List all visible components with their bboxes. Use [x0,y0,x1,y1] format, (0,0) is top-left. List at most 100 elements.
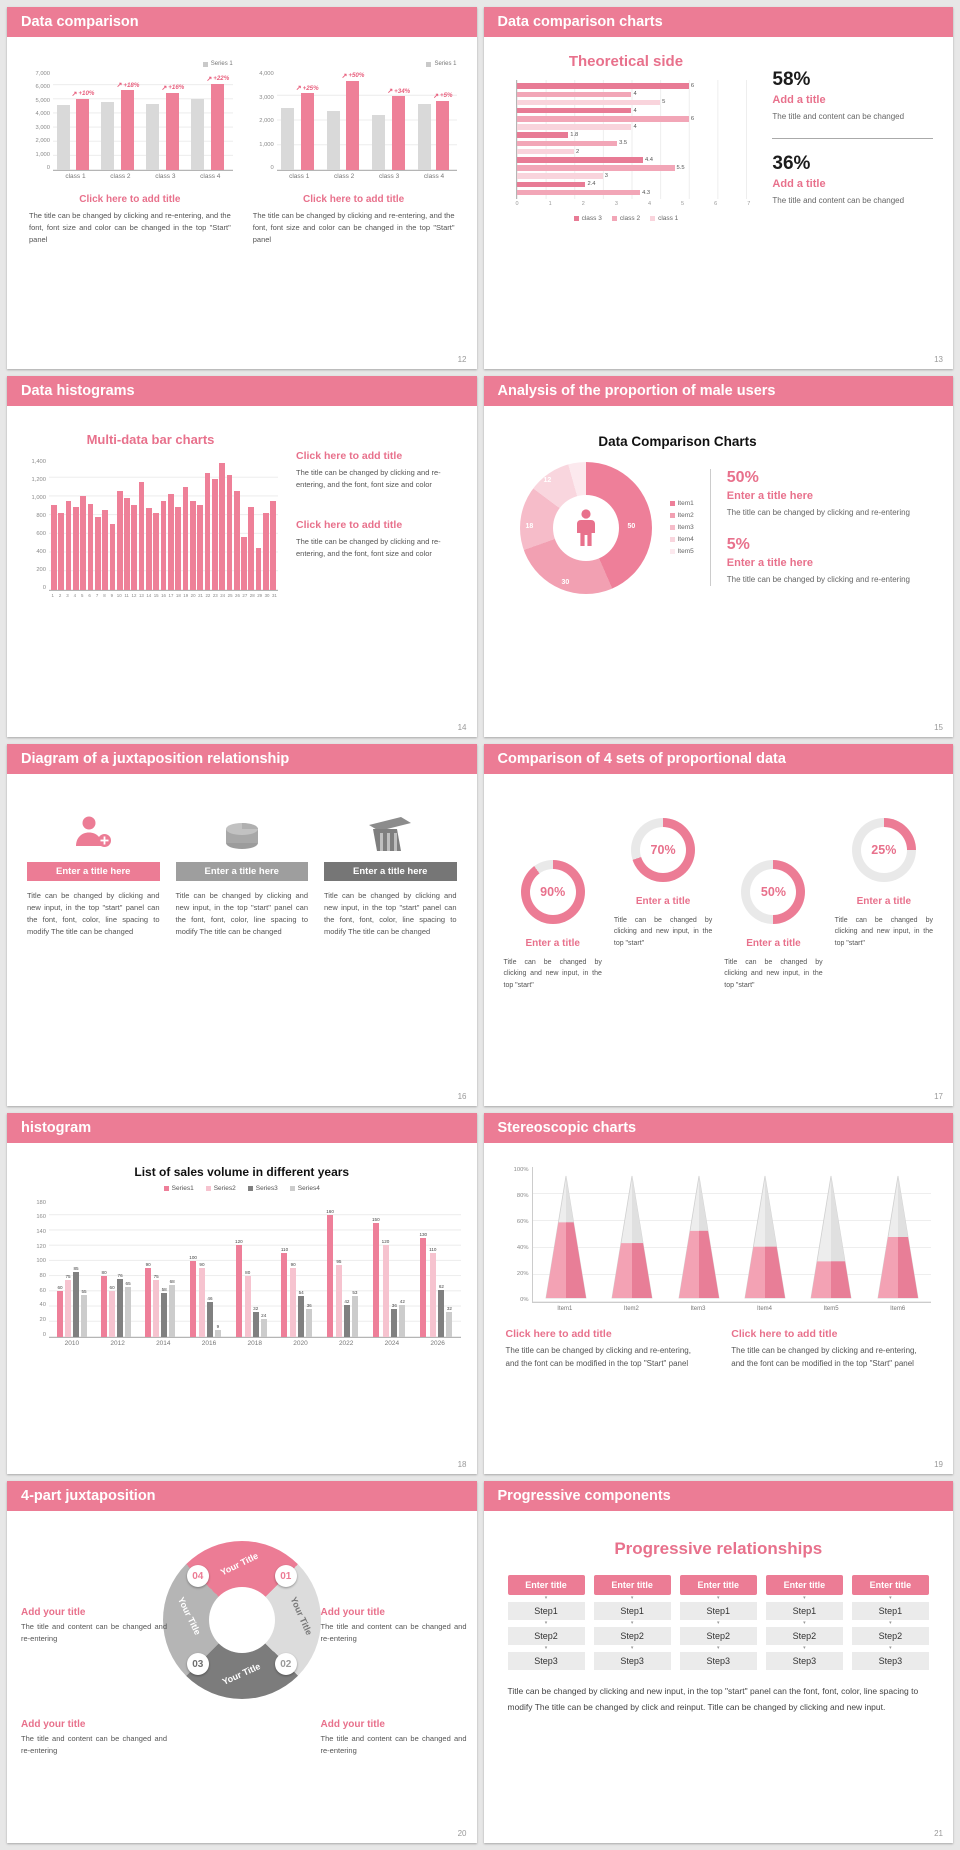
slide-body: Multi-data bar charts 1,400 1,200 1,000 800… [7,406,477,738]
item-column: Enter a title here Title can be changed … [324,804,457,1106]
hbar [516,157,643,163]
barwrap [101,71,115,170]
slide-17-proportional-data[interactable]: Comparison of 4 sets of proportional dat… [483,744,953,1106]
pcaret: ▾ [716,1620,720,1627]
slide-19-stereoscopic-charts[interactable]: Stereoscopic charts 100% 80% 60% 40% 20% 0% I… [483,1112,953,1475]
bar [175,507,182,590]
stat-block: 58% Add a title The title and content ca… [772,69,933,139]
chart-legend: Series1 Series2 Series3 Series4 [23,1185,461,1192]
lg-sq [669,549,675,555]
bar [280,108,294,170]
bar [382,1245,389,1337]
barwrap: 110 [281,1200,288,1337]
bar [121,90,135,170]
person-plus-icon [27,804,160,862]
stat-block: 5% Enter a title here The title can be c… [727,536,935,587]
bar [446,1312,453,1337]
ring-title: Enter a title [525,938,580,950]
bval: 75 [65,1273,71,1279]
bar [420,1237,427,1337]
stat-value: 58% [772,69,811,90]
pcaret: ▾ [716,1645,720,1652]
lg-item: Item4 [669,536,694,543]
bar [146,103,160,170]
bval: 120 [381,1239,390,1245]
slide-21-progressive-components[interactable]: Progressive components Progressive relat… [483,1481,953,1843]
block-title: Click here to add title [303,194,405,205]
bar [335,1264,342,1337]
hrow: 4 [516,123,751,131]
ring-body: Title can be changed by clicking and new… [503,959,602,989]
item-title-bar: Enter a title here [324,862,457,882]
y-axis-labels: 4,000 3,000 2,000 1,000 0 [259,71,274,171]
barwrap: ↗ +25% [296,71,319,170]
bar [233,491,240,590]
pcaret: ▾ [544,1595,548,1602]
block-title: Click here to add title [731,1327,838,1340]
page-number: 14 [457,723,467,733]
bar [298,1295,305,1337]
slide-15-male-users-proportion[interactable]: Analysis of the proportion of male users… [483,375,953,738]
chart-legend: Item1 Item2 Item3 Item4 Item5 [669,500,694,555]
co-arrow: ↗ [116,82,123,90]
block-body: The title can be changed by clicking and… [29,211,231,244]
barwrap [280,71,294,170]
corner-text-block: Add your title The title and content can… [21,1607,167,1645]
bar [131,505,138,590]
bar-chart-panel: Series 1 7,000 6,000 5,000 4,000 3,000 2,000 1… [27,61,233,369]
barwrap: 80 [244,1200,251,1337]
lg-item: class 1 [650,215,678,222]
barwrap: ↗ +50% [342,71,364,170]
hbar [516,189,641,196]
hbar [516,91,632,98]
chart-plot [531,1166,931,1303]
bar [372,115,386,170]
bar [327,1215,334,1337]
slide-14-data-histograms[interactable]: Data histograms Multi-data bar charts 1,… [7,375,477,738]
bar [290,1268,297,1337]
barwrap: 90 [290,1200,297,1337]
barwrap: 75 [65,1200,71,1337]
hrow: 3.5 [516,139,751,147]
y-axis-labels: 100% 80% 60% 40% 20% 0% [513,1166,529,1303]
bar [87,503,94,590]
barwrap: 58 [161,1200,168,1337]
bar [300,93,314,170]
bval: 55 [81,1288,87,1294]
slide-body: List of sales volume in different years … [7,1143,477,1475]
hrow: 6 [516,82,751,90]
lg-sq [669,513,675,519]
ring-percent: 70% [640,827,687,874]
block-title: Click here to add title [295,518,403,531]
bar [76,98,90,170]
pstep: Step2 [851,1627,929,1646]
text-block: Click here to add title The title can be… [296,519,461,560]
bval: 90 [290,1262,296,1268]
slide-13-data-comparison-charts[interactable]: Data comparison charts Theoretical side … [483,7,953,369]
barwrap: 120 [381,1200,390,1337]
hrow: 1.8 [516,131,751,139]
hbar [516,140,618,147]
pcaret: ▾ [889,1595,892,1602]
hbar [516,132,569,138]
corner-text-block: Add your title The title and content can… [321,1607,467,1645]
barwrap: 32 [252,1200,259,1337]
slide-16-juxtaposition-diagram[interactable]: Diagram of a juxtaposition relationship … [7,744,477,1106]
item-body: Title can be changed by clicking and new… [175,891,309,937]
bar-chart: 1,400 1,200 1,000 800 600 400 200 0 [23,458,278,591]
pstep: Step1 [679,1602,757,1621]
hbar [516,83,689,89]
pstep: Step1 [507,1602,585,1621]
slide-20-4-part-juxtaposition[interactable]: 4-part juxtaposition Your Title Your Tit… [7,1481,477,1843]
chart-plot: ↗ +10% ↗ +18% ↗ +16% ↗ +22% [53,71,233,171]
slide-12-data-comparison[interactable]: Data comparison Series 1 7,000 6,000 5,000… [7,7,477,369]
bval: 110 [429,1247,437,1253]
legend-swatch [202,61,208,67]
slide-18-histogram[interactable]: histogram List of sales volume in differ… [7,1112,477,1475]
donut-progress-ring: 90% [520,860,585,925]
bar [56,104,70,170]
bval: 120 [235,1239,243,1245]
pstep: Step2 [679,1627,757,1646]
barwrap: 54 [298,1200,305,1337]
hval: 2 [575,148,580,155]
